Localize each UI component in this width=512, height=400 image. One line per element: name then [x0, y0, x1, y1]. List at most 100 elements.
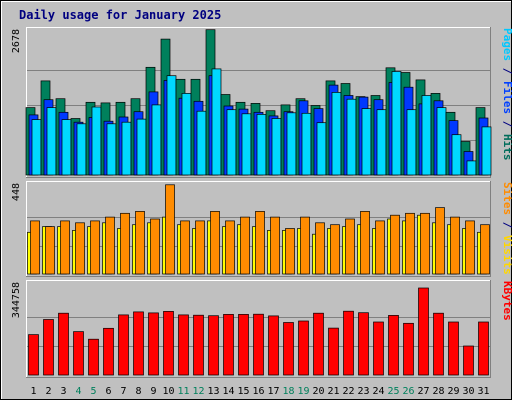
bar-sites-day-15	[240, 216, 250, 275]
bar-pages-day-5	[91, 106, 102, 176]
bar-pages-day-19	[301, 112, 312, 176]
day-tick-label: 4	[75, 386, 81, 397]
bar-pages-day-6	[106, 123, 117, 176]
bar-kbytes-day-26	[403, 322, 414, 376]
bar-pages-day-13	[211, 68, 222, 176]
bar-kbytes-day-17	[268, 315, 279, 376]
y-max-label-top: 2678	[11, 29, 22, 53]
bar-sites-day-16	[255, 211, 265, 275]
bar-kbytes-day-7	[118, 314, 129, 376]
legend-top: Pages / Files / Hits	[501, 28, 512, 161]
day-tick-label: 20	[312, 386, 324, 397]
day-tick-label: 11	[177, 386, 189, 397]
bar-pages-day-9	[151, 104, 162, 176]
legend-item: Pages	[501, 28, 512, 61]
day-tick-label: 27	[417, 386, 429, 397]
bar-sites-day-26	[405, 212, 415, 275]
legend-bottom: KBytes	[501, 281, 512, 321]
bar-sites-day-17	[270, 216, 280, 275]
day-tick-label: 13	[207, 386, 219, 397]
bar-kbytes-day-18	[283, 322, 294, 376]
day-tick-label: 6	[105, 386, 111, 397]
bar-sites-day-30	[465, 220, 475, 275]
bar-pages-day-29	[451, 134, 462, 176]
legend-item: /	[501, 114, 512, 134]
bar-kbytes-day-13	[208, 315, 219, 376]
bar-pages-day-16	[256, 114, 267, 176]
bar-sites-day-8	[135, 211, 145, 275]
bar-sites-day-27	[420, 212, 430, 275]
bar-sites-day-31	[480, 224, 490, 275]
bar-pages-day-3	[61, 119, 72, 176]
day-tick-label: 17	[267, 386, 279, 397]
bar-sites-day-22	[345, 218, 355, 275]
bar-pages-day-17	[271, 118, 282, 176]
bar-sites-day-24	[375, 220, 385, 275]
day-tick-label: 10	[162, 386, 174, 397]
bar-pages-day-22	[346, 98, 357, 176]
bar-kbytes-day-21	[328, 327, 339, 376]
bar-kbytes-day-9	[148, 312, 159, 376]
bar-kbytes-day-12	[193, 314, 204, 376]
day-tick-label: 24	[372, 386, 384, 397]
bar-kbytes-day-8	[133, 311, 144, 376]
bar-sites-day-18	[285, 228, 295, 275]
bar-kbytes-day-2	[43, 319, 54, 376]
bar-pages-day-25	[391, 71, 402, 176]
bar-pages-day-4	[76, 123, 87, 176]
bar-kbytes-day-4	[73, 331, 84, 376]
bar-pages-day-1	[31, 119, 42, 176]
bar-pages-day-12	[196, 110, 207, 176]
bar-sites-day-20	[315, 222, 325, 275]
legend-item: KBytes	[501, 281, 512, 321]
bar-sites-day-6	[105, 216, 115, 275]
bar-kbytes-day-14	[223, 314, 234, 376]
bar-pages-day-30	[466, 160, 477, 176]
day-tick-label: 12	[192, 386, 204, 397]
bar-sites-day-10	[165, 184, 175, 275]
bar-kbytes-day-20	[313, 312, 324, 376]
day-tick-label: 8	[135, 386, 141, 397]
bar-pages-day-20	[316, 122, 327, 176]
bar-kbytes-day-28	[433, 312, 444, 376]
bar-sites-day-23	[360, 211, 370, 275]
bar-kbytes-day-23	[358, 312, 369, 376]
bar-pages-day-2	[46, 107, 57, 176]
bar-sites-day-2	[45, 226, 55, 275]
bar-sites-day-7	[120, 212, 130, 275]
bar-kbytes-day-29	[448, 321, 459, 376]
bar-sites-day-1	[30, 220, 40, 275]
bar-kbytes-day-16	[253, 313, 264, 376]
day-tick-label: 2	[45, 386, 51, 397]
bar-pages-day-28	[436, 107, 447, 176]
day-tick-label: 7	[120, 386, 126, 397]
bar-sites-day-12	[195, 220, 205, 275]
day-tick-label: 14	[222, 386, 234, 397]
bar-sites-day-28	[435, 207, 445, 275]
day-tick-label: 3	[60, 386, 66, 397]
day-tick-label: 22	[342, 386, 354, 397]
bar-sites-day-13	[210, 211, 220, 275]
day-tick-label: 18	[282, 386, 294, 397]
day-tick-label: 30	[462, 386, 474, 397]
bar-kbytes-day-22	[343, 310, 354, 376]
bar-pages-day-26	[406, 109, 417, 176]
bar-sites-day-19	[300, 216, 310, 275]
day-tick-label: 1	[30, 386, 36, 397]
bar-sites-day-11	[180, 220, 190, 275]
day-tick-label: 23	[357, 386, 369, 397]
y-max-label-bottom: 344758	[11, 282, 22, 318]
bar-kbytes-day-24	[373, 321, 384, 376]
day-tick-label: 28	[432, 386, 444, 397]
bar-sites-day-3	[60, 220, 70, 275]
bar-kbytes-day-3	[58, 312, 69, 376]
bar-pages-day-31	[481, 126, 492, 176]
bar-pages-day-8	[136, 118, 147, 176]
bar-pages-day-23	[361, 108, 372, 176]
bar-sites-day-29	[450, 216, 460, 275]
legend-item: Hits	[501, 134, 512, 161]
bar-pages-day-11	[181, 93, 192, 176]
day-tick-label: 19	[297, 386, 309, 397]
